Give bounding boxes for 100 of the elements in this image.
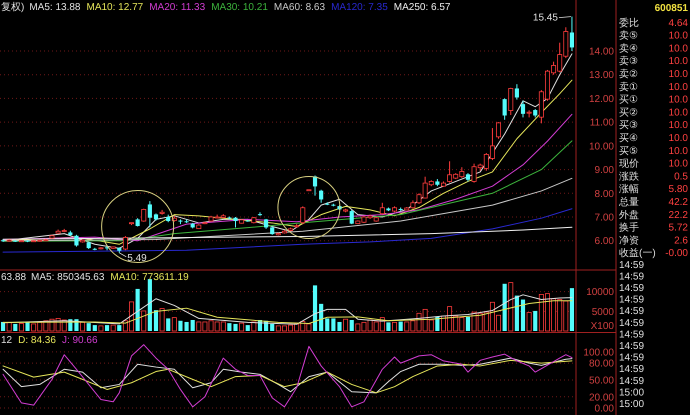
candlestick [233, 216, 238, 228]
line-series [2, 208, 572, 253]
bar [160, 308, 165, 332]
bar [227, 323, 232, 331]
category-label: 涨幅 [619, 183, 639, 196]
text: 10.0 [668, 43, 688, 54]
text: 10.0 [668, 107, 688, 118]
bar [13, 324, 18, 331]
bar [239, 322, 244, 332]
y-tick-label: 7.00 [594, 212, 614, 224]
y-axis-title: X100 [590, 321, 614, 332]
category-label: 换手 [619, 222, 639, 234]
bar [331, 318, 336, 331]
candlestick [74, 234, 79, 248]
y-tick-label: 0.00 [594, 403, 614, 414]
text: MA30: 10.21 [211, 2, 268, 13]
text: MA120: 7.35 [331, 2, 388, 13]
bar [337, 322, 342, 331]
candlestick [141, 208, 146, 222]
line-series [2, 300, 572, 324]
category-label: 14:59 [619, 260, 644, 271]
bar [117, 325, 122, 331]
candlestick [508, 87, 514, 116]
text: 10.0 [668, 69, 688, 80]
y-tick-label: 12.00 [588, 94, 614, 105]
bar [178, 320, 183, 331]
bar [508, 282, 514, 332]
category-label: 15:00 [619, 399, 644, 410]
text: 10.0 [668, 120, 688, 132]
candlestick [514, 84, 519, 100]
category-label: 委比 [619, 16, 639, 29]
bar [270, 324, 274, 331]
category-label: 买④ [619, 133, 638, 144]
category-label: 卖② [619, 68, 638, 80]
category-label: 现价 [619, 158, 639, 170]
y-tick-label: 80.00 [588, 358, 614, 370]
bar [25, 322, 30, 331]
bar [172, 317, 177, 332]
bar [466, 316, 470, 331]
bar [570, 288, 574, 331]
bar [6, 322, 12, 332]
text: MA10: 12.77 [86, 2, 144, 13]
line-series [2, 344, 572, 408]
text: MA60: 8.63 [274, 2, 326, 13]
bar [166, 318, 170, 331]
bar [190, 320, 195, 331]
bar [98, 325, 104, 332]
text: 12 [1, 335, 13, 346]
line-series [2, 140, 572, 242]
text: 4.64 [668, 18, 688, 29]
text: MA10: 773611.19 [110, 272, 190, 283]
category-label: 15:00 [619, 387, 644, 398]
bar [350, 320, 354, 331]
text: MA20: 11.33 [149, 2, 206, 13]
text: 600851 [654, 3, 688, 14]
text: 10.0 [668, 82, 688, 93]
category-label: 14:59 [619, 352, 644, 364]
text: 5.80 [668, 184, 688, 196]
y-tick-label: 6.00 [594, 236, 614, 248]
bar [398, 322, 403, 331]
y-tick-label: 100.00 [583, 347, 614, 358]
bar [104, 325, 110, 331]
candlestick [570, 16, 574, 52]
y-tick-label: 14.00 [588, 46, 614, 58]
bar [386, 322, 391, 331]
category-label: 14:59 [619, 271, 644, 282]
y-tick-label: 10000 [586, 287, 614, 298]
text: 22.2 [668, 210, 688, 221]
category-label: 卖⑤ [619, 30, 638, 42]
category-label: 14:59 [619, 318, 644, 329]
candlestick [496, 122, 502, 140]
bar [148, 279, 152, 331]
category-label: 14:59 [619, 306, 644, 318]
bar [520, 300, 526, 331]
candlestick [350, 209, 354, 225]
y-tick-label: 5000 [592, 306, 614, 318]
text: D: 84.36 [18, 335, 56, 346]
category-label: 净资 [619, 234, 639, 246]
annotation: 15.45 [532, 12, 558, 24]
series-label: J: 90.66 [62, 335, 98, 346]
category-label: 买② [619, 107, 638, 118]
category-label: 外盘 [619, 208, 639, 221]
candlestick [122, 235, 128, 251]
candlestick [380, 202, 385, 216]
candlestick [502, 98, 507, 120]
category-label: 14:59 [619, 376, 644, 387]
y-tick-label: 9.00 [594, 165, 614, 176]
bar [246, 325, 250, 331]
category-label: 买① [619, 94, 638, 106]
text: 10.0 [668, 133, 688, 144]
category-label: 收益(一) [619, 247, 656, 260]
bar [154, 310, 158, 331]
category-label: 卖④ [619, 42, 638, 54]
annotation: 5.49 [127, 252, 148, 264]
text: 0.5 [674, 171, 688, 182]
text: 10.0 [668, 94, 688, 106]
y-tick-label: 20.00 [588, 392, 614, 404]
y-tick-label: 10.00 [588, 141, 614, 152]
bar [136, 288, 140, 331]
text: 2.6 [674, 235, 688, 246]
